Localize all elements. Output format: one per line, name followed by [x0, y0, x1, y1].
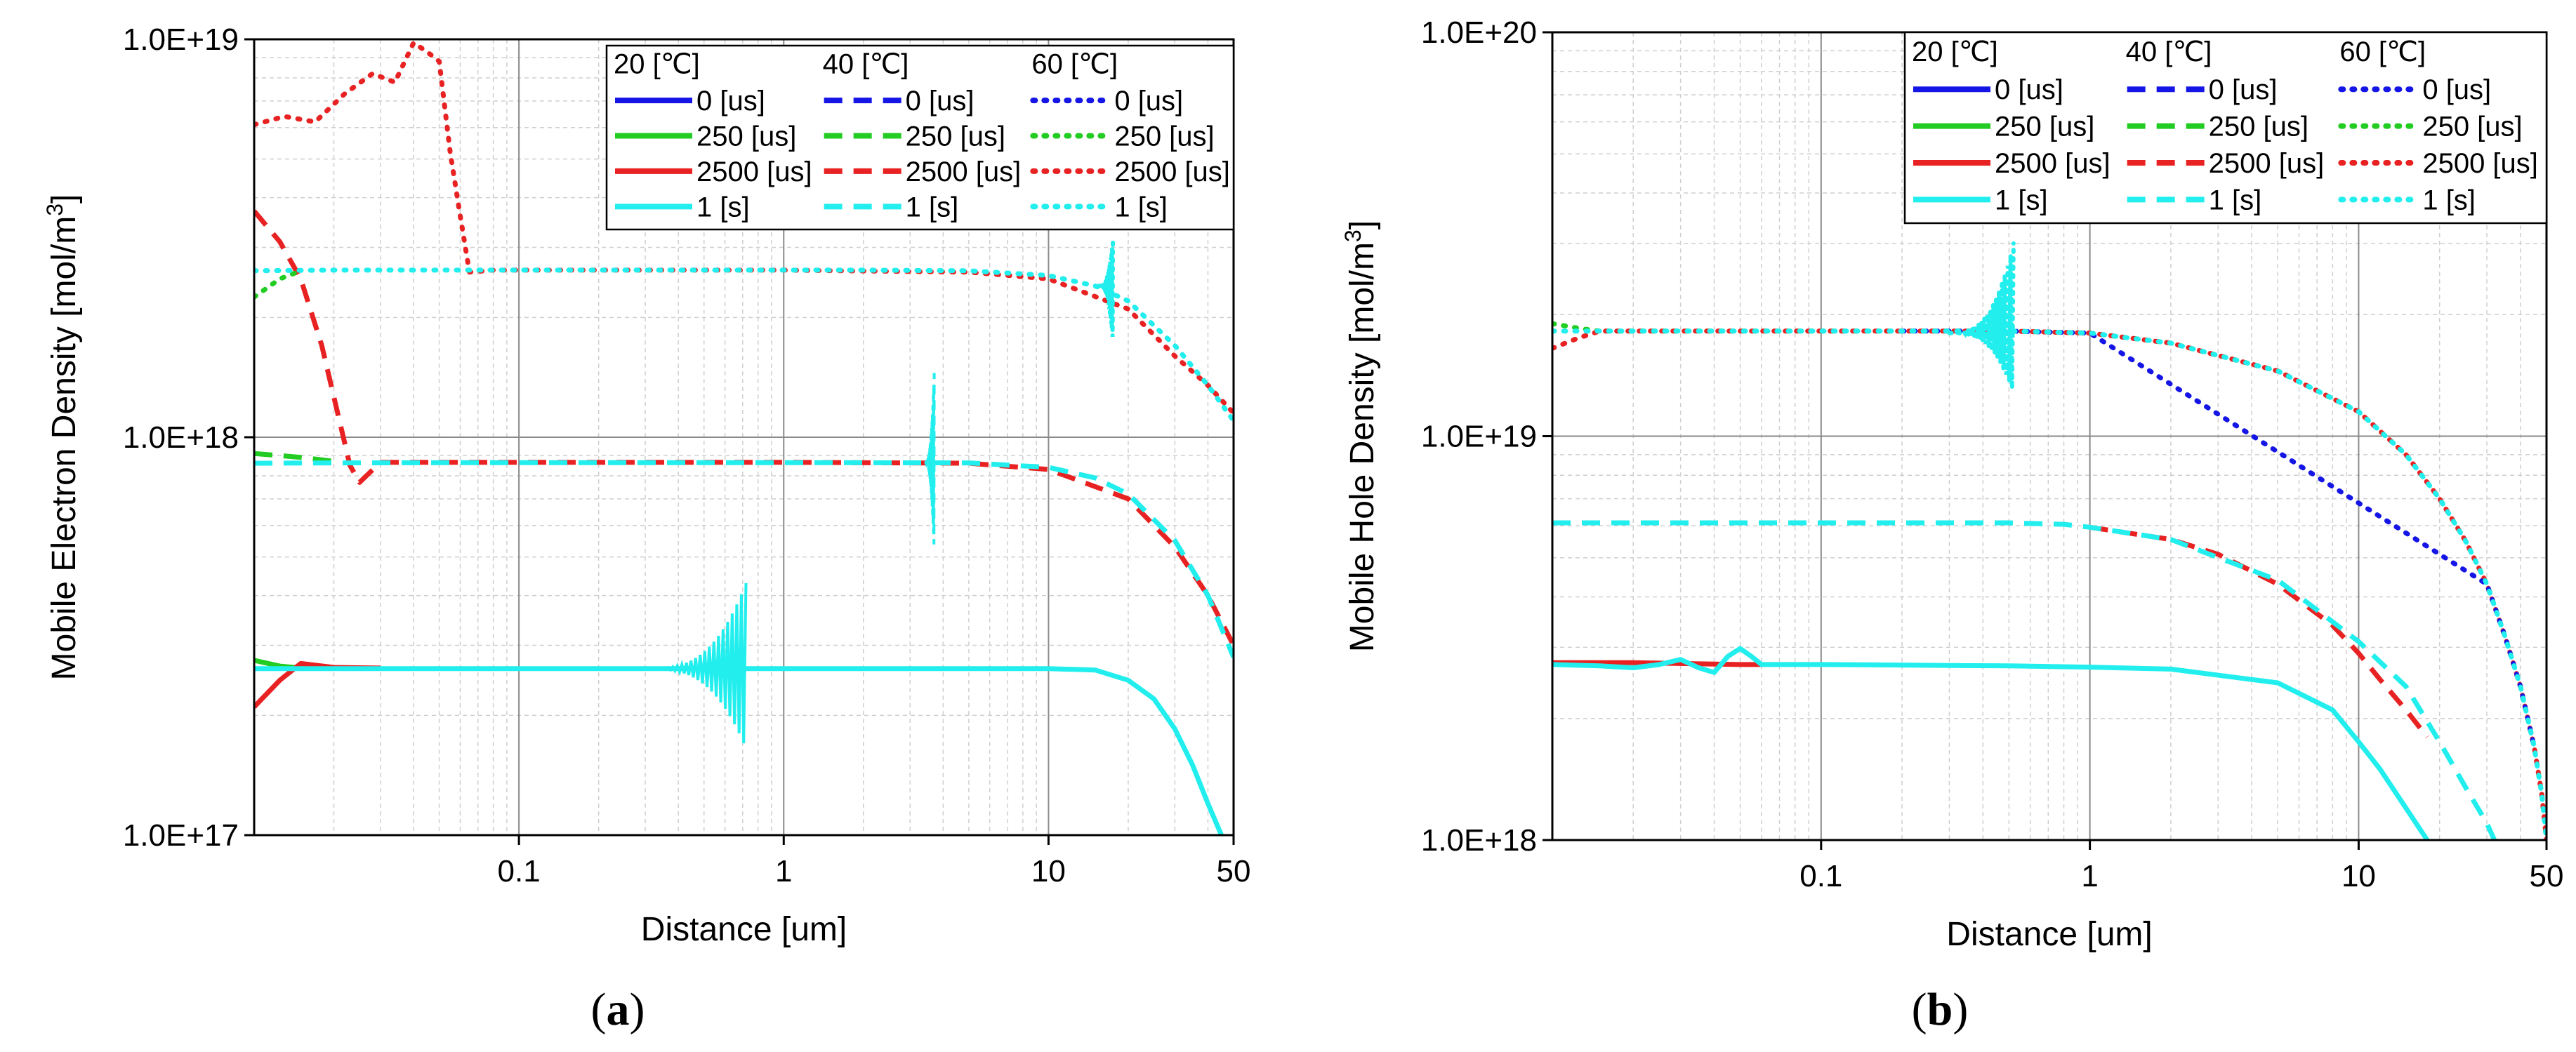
series-group: [254, 40, 1234, 835]
legend-box: [605, 44, 1235, 231]
legend-entry-label: 1 [s]: [1114, 192, 1168, 222]
legend-entry-label: 250 [us]: [696, 121, 796, 152]
y-tick-label: 1.0E+19: [1421, 420, 1537, 454]
legend-entry-label: 0 [us]: [1114, 86, 1183, 116]
legend-group-header: 20 [℃]: [1912, 36, 1998, 67]
y-tick-label: 1.0E+17: [123, 818, 239, 853]
legend-group-header: 60 [℃]: [1031, 48, 1118, 79]
y-tick-label: 1.0E+20: [1421, 15, 1537, 50]
series-line: [254, 666, 1224, 835]
y-tick-label: 1.0E+18: [123, 420, 239, 455]
legend-entry-label: 0 [us]: [906, 86, 975, 116]
y-axis-label-main: Mobile Electron Density [mol/m: [46, 216, 83, 681]
legend-entry-label: 250 [us]: [1114, 121, 1214, 152]
series-line: [1552, 520, 2497, 840]
legend-entry-label: 250 [us]: [1995, 112, 2094, 142]
oscillation-spike: [1097, 239, 1116, 338]
x-axis-label: Distance [um]: [1946, 916, 2152, 953]
legend-group-header: 40 [℃]: [2126, 36, 2212, 67]
x-axis-label: Distance [um]: [641, 911, 847, 948]
panel-label: (a): [591, 984, 645, 1035]
oscillation-spike: [1947, 241, 2016, 389]
legend-entry-label: 0 [us]: [2422, 74, 2491, 105]
x-tick-label: 0.1: [498, 854, 541, 888]
series-line: [1552, 646, 2430, 840]
legend-entry-label: 1 [s]: [906, 192, 959, 222]
series-line: [254, 267, 1234, 423]
x-tick-label: 0.1: [1799, 859, 1842, 893]
legend-entry-label: 250 [us]: [2422, 112, 2522, 142]
oscillation-spike: [924, 373, 936, 545]
legend-entry-label: 0 [us]: [2209, 74, 2278, 105]
legend-group-header: 60 [℃]: [2339, 36, 2426, 67]
x-tick-label: 50: [1217, 854, 1251, 888]
series-line: [254, 460, 1234, 658]
y-axis-label-main: Mobile Hole Density [mol/m: [1344, 242, 1381, 652]
series-line: [254, 451, 334, 464]
legend: 20 [℃] 0 [us] 250 [us] 2500 [us] 1 [s] 40 [℃]…: [605, 44, 1235, 231]
y-axis-label-superscript: 3: [1340, 229, 1366, 242]
legend-entry-label: 2500 [us]: [2422, 148, 2538, 179]
legend-entry-label: 1 [s]: [2422, 185, 2476, 215]
legend-entry-label: 1 [s]: [1995, 185, 2048, 215]
oscillation-spike: [645, 582, 748, 744]
y-tick-label: 1.0E+19: [123, 22, 239, 57]
legend-entry-label: 250 [us]: [906, 121, 1005, 152]
series-line: [254, 209, 1234, 647]
series-line: [1552, 328, 2547, 840]
legend-group-header: 20 [℃]: [614, 48, 700, 79]
x-tick-label: 50: [2530, 859, 2564, 893]
legend-entry-label: 2500 [us]: [696, 157, 812, 187]
panel-label: (b): [1912, 984, 1969, 1035]
series-line: [254, 268, 303, 300]
x-tick-label: 10: [1031, 854, 1066, 888]
y-axis-label: Mobile Electron Density [mol/m3]: [42, 194, 83, 681]
series-group: [1552, 241, 2547, 840]
y-axis-label: Mobile Hole Density [mol/m3]: [1340, 220, 1381, 652]
x-tick-label: 1: [2081, 859, 2098, 893]
legend-box: [1903, 31, 2548, 225]
legend-entry-label: 2500 [us]: [1114, 157, 1230, 187]
legend-entry-label: 2500 [us]: [2209, 148, 2325, 179]
legend-entry-label: 250 [us]: [2209, 112, 2309, 142]
legend-entry-label: 2500 [us]: [906, 157, 1022, 187]
legend-entry-label: 1 [s]: [696, 192, 750, 222]
x-tick-label: 1: [775, 854, 792, 888]
panel-a-electron-density-chart: 0.1 1 10 50 1.0E+17 1.0E+18 1.0E+19 Distance [u…: [42, 22, 1250, 1035]
panel-b-hole-density-chart: 0.1 1 10 50 1.0E+18 1.0E+19 1.0E+20 Distance [u…: [1340, 15, 2563, 1035]
y-axis-label-end: ]: [1344, 220, 1381, 229]
y-axis-label-end: ]: [46, 194, 83, 204]
legend-entry-label: 1 [s]: [2209, 185, 2262, 215]
y-axis-label-superscript: 3: [42, 204, 67, 216]
x-tick-label: 10: [2341, 859, 2376, 893]
legend-entry-label: 2500 [us]: [1995, 148, 2111, 179]
legend-entry-label: 0 [us]: [1995, 74, 2063, 105]
y-tick-label: 1.0E+18: [1421, 823, 1537, 858]
legend: 20 [℃] 0 [us] 250 [us] 2500 [us] 1 [s] 40 [℃]…: [1903, 31, 2548, 225]
legend-group-header: 40 [℃]: [823, 48, 909, 79]
legend-entry-label: 0 [us]: [696, 86, 765, 116]
